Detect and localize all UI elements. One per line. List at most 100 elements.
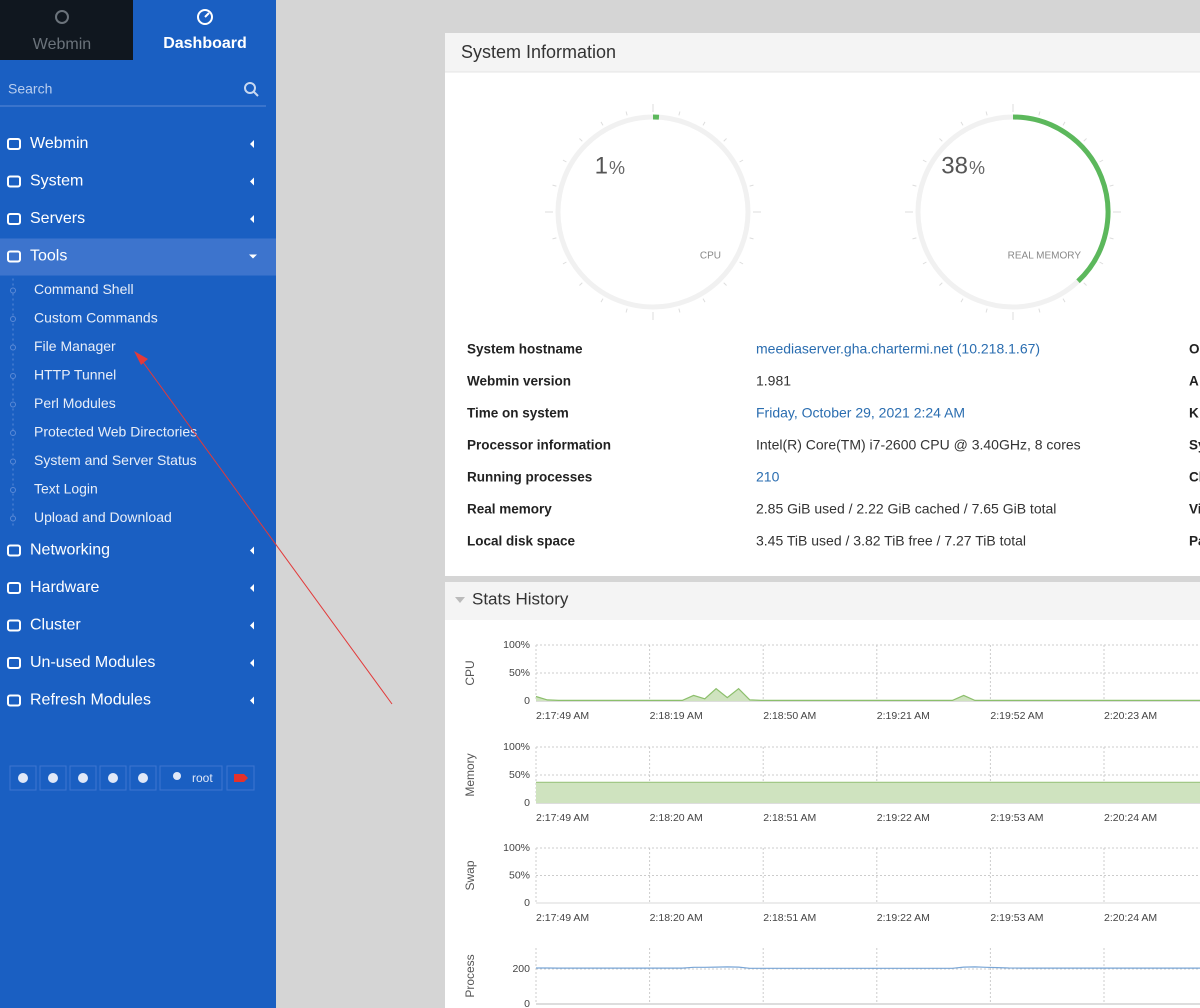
menu-caret <box>249 254 257 259</box>
toolbar-button[interactable] <box>129 765 157 791</box>
info-label: Pa <box>1189 534 1200 549</box>
x-tick-label: 2:19:53 AM <box>990 812 1043 824</box>
info-value[interactable]: meediaserver.gha.chartermi.net (10.218.1… <box>756 341 1040 357</box>
gauge-label: REAL MEMORY <box>1008 251 1082 262</box>
submenu-item[interactable]: Perl Modules <box>34 395 116 411</box>
gauge-tick <box>1099 261 1104 265</box>
menu-caret <box>250 177 254 186</box>
info-label: Real memory <box>467 502 552 517</box>
tab-webmin-bg[interactable] <box>0 0 133 60</box>
gauge-arc <box>1012 114 1111 284</box>
gauge-value: 38 <box>941 152 968 179</box>
panel-header <box>445 33 1200 72</box>
x-tick-label: 2:19:21 AM <box>877 710 930 722</box>
x-tick-label: 2:18:51 AM <box>763 812 816 824</box>
y-tick-label: 50% <box>509 769 530 781</box>
chart-axis-label: Memory <box>463 753 477 796</box>
gauge-label: CPU <box>700 251 721 262</box>
tab-icon <box>55 10 69 24</box>
menu-icon <box>7 250 21 263</box>
gauge-value: 1 <box>595 152 608 179</box>
submenu-dot <box>10 287 16 294</box>
info-value[interactable]: Friday, October 29, 2021 2:24 AM <box>756 405 965 421</box>
gauge-tick <box>702 298 706 303</box>
menu-item[interactable]: Hardware <box>30 579 99 596</box>
menu-caret <box>250 140 254 148</box>
menu-item[interactable]: Servers <box>30 210 85 227</box>
search-input[interactable]: Search <box>8 81 52 97</box>
x-tick-label: 2:17:49 AM <box>536 812 589 824</box>
gauge-tick <box>579 282 583 286</box>
y-tick-label: 50% <box>509 869 530 881</box>
y-tick-label: 100% <box>503 741 530 753</box>
toolbar-button[interactable] <box>226 765 255 791</box>
menu-icon <box>7 694 21 707</box>
x-tick-label: 2:19:52 AM <box>990 710 1043 722</box>
submenu-item[interactable]: Custom Commands <box>34 310 158 326</box>
gauge-tick <box>985 111 988 116</box>
info-label: System hostname <box>467 342 583 357</box>
y-tick-label: 200 <box>512 963 530 975</box>
chart-axis-label: Process <box>463 954 477 997</box>
submenu-item[interactable]: System and Server Status <box>34 452 197 468</box>
gauge-tick <box>1109 237 1114 240</box>
x-tick-label: 2:18:51 AM <box>763 912 816 924</box>
gauge-tick <box>600 121 604 126</box>
info-value: 1.981 <box>756 373 791 389</box>
submenu-item[interactable]: File Manager <box>34 338 116 354</box>
menu-item[interactable]: Webmin <box>30 135 88 152</box>
submenu-item[interactable]: Command Shell <box>34 281 134 297</box>
x-tick-label: 2:17:49 AM <box>536 912 589 924</box>
collapse-caret[interactable] <box>455 597 465 603</box>
user-icon <box>173 772 181 780</box>
y-tick-label: 0 <box>524 897 530 909</box>
menu-item[interactable]: Networking <box>30 542 110 559</box>
search-icon <box>253 91 259 97</box>
toolbar-button[interactable] <box>39 765 67 791</box>
toolbar-icon <box>138 773 148 783</box>
info-value[interactable]: 210 <box>756 469 780 485</box>
menu-item[interactable]: Refresh Modules <box>30 692 151 709</box>
panel-title: System Information <box>461 42 616 62</box>
gauge-tick <box>939 138 943 142</box>
gauge-tick <box>1083 138 1087 142</box>
gauge-tick <box>1099 159 1104 163</box>
submenu-dot <box>10 487 16 493</box>
info-label: K <box>1189 406 1199 421</box>
menu-item[interactable]: Tools <box>30 248 67 265</box>
toolbar-button[interactable] <box>69 765 97 791</box>
chart-axis-label: Swap <box>463 860 477 890</box>
submenu-item[interactable]: Upload and Download <box>34 509 172 525</box>
menu-item[interactable]: Cluster <box>30 617 81 634</box>
menu-highlight <box>0 238 276 276</box>
tab-label[interactable]: Webmin <box>33 36 91 53</box>
info-label: Running processes <box>467 470 592 485</box>
tab-icon <box>197 9 213 25</box>
submenu-item[interactable]: Text Login <box>34 481 98 497</box>
x-tick-label: 2:20:23 AM <box>1104 710 1157 722</box>
submenu-dot <box>10 344 16 351</box>
tab-label[interactable]: Dashboard <box>163 35 247 52</box>
gauge-tick <box>960 298 964 303</box>
info-label: Processor information <box>467 438 611 453</box>
menu-item[interactable]: Un-used Modules <box>30 654 155 671</box>
toolbar-button[interactable] <box>9 765 37 791</box>
series-line <box>535 687 1200 701</box>
gauge-tick <box>912 184 917 187</box>
gauge-tick <box>1062 121 1066 126</box>
gauge-tick <box>939 282 943 286</box>
search-icon <box>244 82 256 94</box>
menu-icon <box>7 582 21 594</box>
submenu-item[interactable]: HTTP Tunnel <box>34 367 116 383</box>
gauge-tick <box>1038 308 1041 313</box>
toolbar-button[interactable] <box>99 765 127 791</box>
gauge-tick <box>1038 111 1041 116</box>
gauge-tick <box>702 121 706 126</box>
x-tick-label: 2:20:24 AM <box>1104 912 1157 924</box>
gauge-tick <box>739 261 744 265</box>
submenu-item[interactable]: Protected Web Directories <box>34 424 197 440</box>
menu-icon <box>7 657 21 669</box>
toolbar-user-button[interactable] <box>159 765 223 791</box>
menu-item[interactable]: System <box>30 173 83 190</box>
